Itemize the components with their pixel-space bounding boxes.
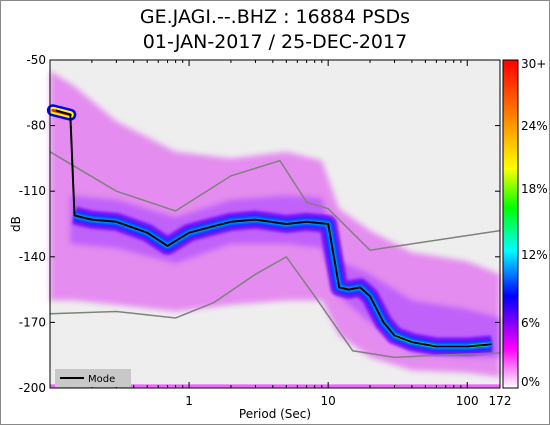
- x-tick-label: 172: [489, 394, 512, 408]
- x-axis-label: Period (Sec): [239, 407, 311, 421]
- colorbar-label: 30+: [521, 57, 546, 71]
- chart-subtitle: 01-JAN-2017 / 25-DEC-2017: [142, 31, 408, 53]
- x-tick-label: 100: [456, 394, 479, 408]
- mode-line: [55, 109, 492, 348]
- colorbar-label: 18%: [521, 182, 548, 196]
- y-tick-label: -110: [19, 184, 46, 198]
- legend: Mode: [55, 369, 131, 387]
- legend-box: [55, 369, 131, 387]
- colorbar: [502, 59, 519, 389]
- low-noise-model: [49, 255, 501, 359]
- y-tick-label: -140: [19, 250, 46, 264]
- legend-mode-label: Mode: [88, 374, 115, 385]
- y-axis-label: dB: [9, 216, 23, 232]
- colorbar-label: 24%: [521, 119, 548, 133]
- noise-model-curves: [49, 151, 501, 359]
- x-tick-label: 10: [321, 394, 336, 408]
- colorbar-label: 6%: [521, 316, 540, 330]
- mode-curve: [55, 109, 492, 348]
- y-tick-label: -200: [19, 381, 46, 395]
- y-tick-label: -50: [26, 53, 46, 67]
- colorbar-label: 0%: [521, 375, 540, 389]
- chart-title: GE.JAGI.--.BHZ : 16884 PSDs: [139, 6, 411, 28]
- x-tick-label: 1: [185, 394, 193, 408]
- y-tick-label: -170: [19, 315, 46, 329]
- colorbar-label: 12%: [521, 248, 548, 262]
- high-noise-model: [49, 151, 501, 251]
- y-tick-label: -80: [26, 119, 46, 133]
- plot-border: [49, 59, 501, 389]
